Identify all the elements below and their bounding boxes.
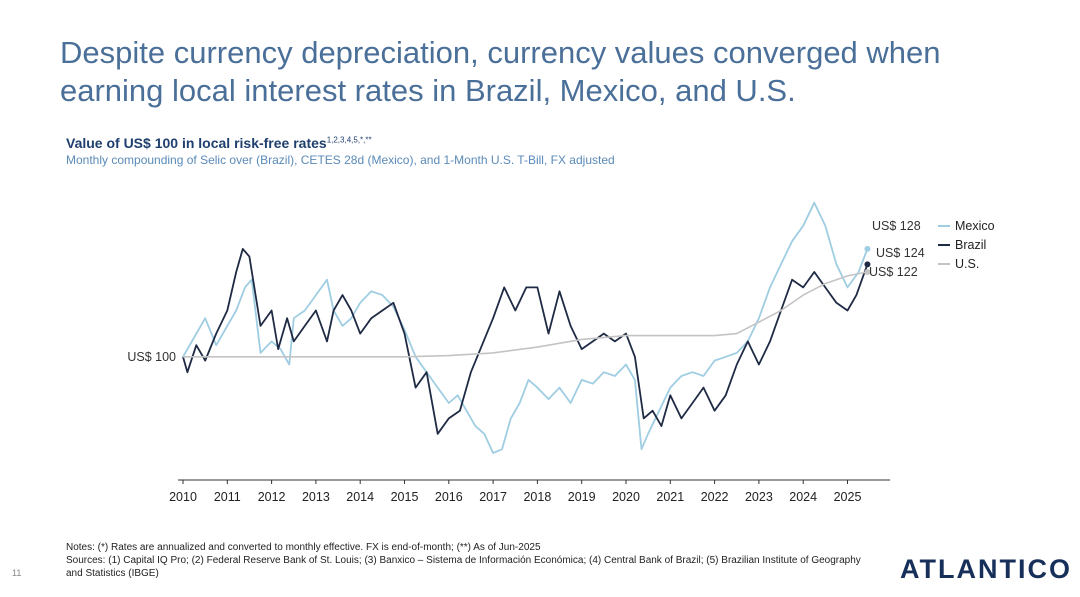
notes: Notes: (*) Rates are annualized and conv… [66, 541, 866, 580]
x-tick-label: 2023 [745, 490, 773, 504]
series-endpoint-mexico [864, 245, 871, 252]
x-tick-label: 2010 [169, 490, 197, 504]
chart-title-text: Value of US$ 100 in local risk-free rate… [66, 135, 327, 151]
x-tick-label: 2015 [391, 490, 419, 504]
legend-label: Mexico [955, 219, 995, 233]
x-tick-label: 2012 [258, 490, 286, 504]
series-endpoint-us [864, 269, 871, 276]
page-number: 11 [12, 568, 22, 578]
x-tick-label: 2017 [479, 490, 507, 504]
value-annotation: US$ 100 [127, 350, 176, 364]
x-tick-label: 2021 [656, 490, 684, 504]
series-line-mexico [182, 201, 869, 454]
series-endpoint-brazil [864, 261, 871, 268]
series-line-us [183, 271, 868, 358]
x-tick-label: 2011 [214, 490, 241, 504]
value-annotation: US$ 128 [872, 219, 921, 233]
x-tick-label: 2024 [789, 490, 817, 504]
x-tick-label: 2018 [523, 490, 551, 504]
x-tick-label: 2025 [834, 490, 862, 504]
x-tick-label: 2014 [346, 490, 374, 504]
chart-subtitle: Monthly compounding of Selic over (Brazi… [66, 153, 615, 167]
legend-label: Brazil [955, 238, 986, 252]
series-line-brazil [182, 248, 869, 435]
x-tick-label: 2019 [568, 490, 596, 504]
chart-title-footnote-refs: 1,2,3,4,5,*,** [326, 135, 372, 145]
value-annotation: US$ 122 [869, 265, 918, 279]
x-tick-label: 2020 [612, 490, 640, 504]
x-tick-label: 2022 [701, 490, 729, 504]
notes-line: Notes: (*) Rates are annualized and conv… [66, 542, 541, 553]
legend-label: U.S. [955, 257, 979, 271]
value-annotation: US$ 124 [876, 246, 925, 260]
x-tick-label: 2016 [435, 490, 463, 504]
x-tick-label: 2013 [302, 490, 330, 504]
page-title: Despite currency depreciation, currency … [60, 35, 941, 108]
brand-logo: ATLANTICO [900, 554, 1072, 584]
sources-line: Sources: (1) Capital IQ Pro; (2) Federal… [66, 555, 861, 579]
chart-title: Value of US$ 100 in local risk-free rate… [66, 135, 372, 151]
